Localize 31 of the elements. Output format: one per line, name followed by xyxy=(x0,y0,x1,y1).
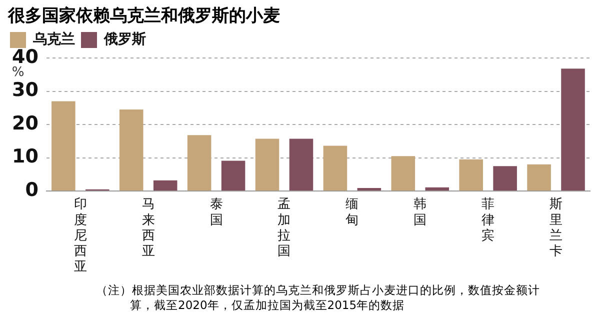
bar xyxy=(459,159,483,190)
x-tick-label: 斯里兰卡 xyxy=(550,197,563,259)
bar xyxy=(221,160,246,190)
bar xyxy=(391,156,416,190)
bar xyxy=(52,101,76,190)
bar xyxy=(153,180,178,190)
x-tick-label: 马来西亚 xyxy=(142,197,155,259)
bar xyxy=(323,146,348,190)
y-tick-label: 30 xyxy=(12,79,38,102)
bar xyxy=(119,110,144,190)
bar xyxy=(187,135,212,190)
bar xyxy=(425,187,450,190)
x-tick-label: 韩国 xyxy=(414,197,427,228)
bar xyxy=(527,164,551,190)
legend-label: 乌克兰 xyxy=(32,30,75,48)
bar xyxy=(255,138,280,190)
x-tick-label: 泰国 xyxy=(210,197,223,228)
y-tick-label: 10 xyxy=(12,146,38,168)
bar xyxy=(493,166,517,190)
bar xyxy=(561,68,585,190)
x-tick-label: 缅甸 xyxy=(346,197,359,228)
y-axis-title: % xyxy=(12,64,24,80)
x-tick-label: 孟加拉国 xyxy=(278,197,291,259)
bar xyxy=(289,138,314,190)
y-tick-label: 20 xyxy=(12,112,38,134)
chart-title: 很多国家依赖乌克兰和俄罗斯的小麦 xyxy=(6,5,281,26)
x-tick-label: 印度尼西亚 xyxy=(74,197,87,275)
text: （注）根据美国农业部数据计算的乌克兰和俄罗斯占小麦进口的比例，数值按金额计算，截至2020年，仅孟加拉国为截至2015年的数据 xyxy=(95,282,541,313)
legend-label: 俄罗斯 xyxy=(103,32,146,48)
y-tick-label: 0 xyxy=(25,178,38,201)
x-tick-label: 菲律宾 xyxy=(482,197,495,244)
